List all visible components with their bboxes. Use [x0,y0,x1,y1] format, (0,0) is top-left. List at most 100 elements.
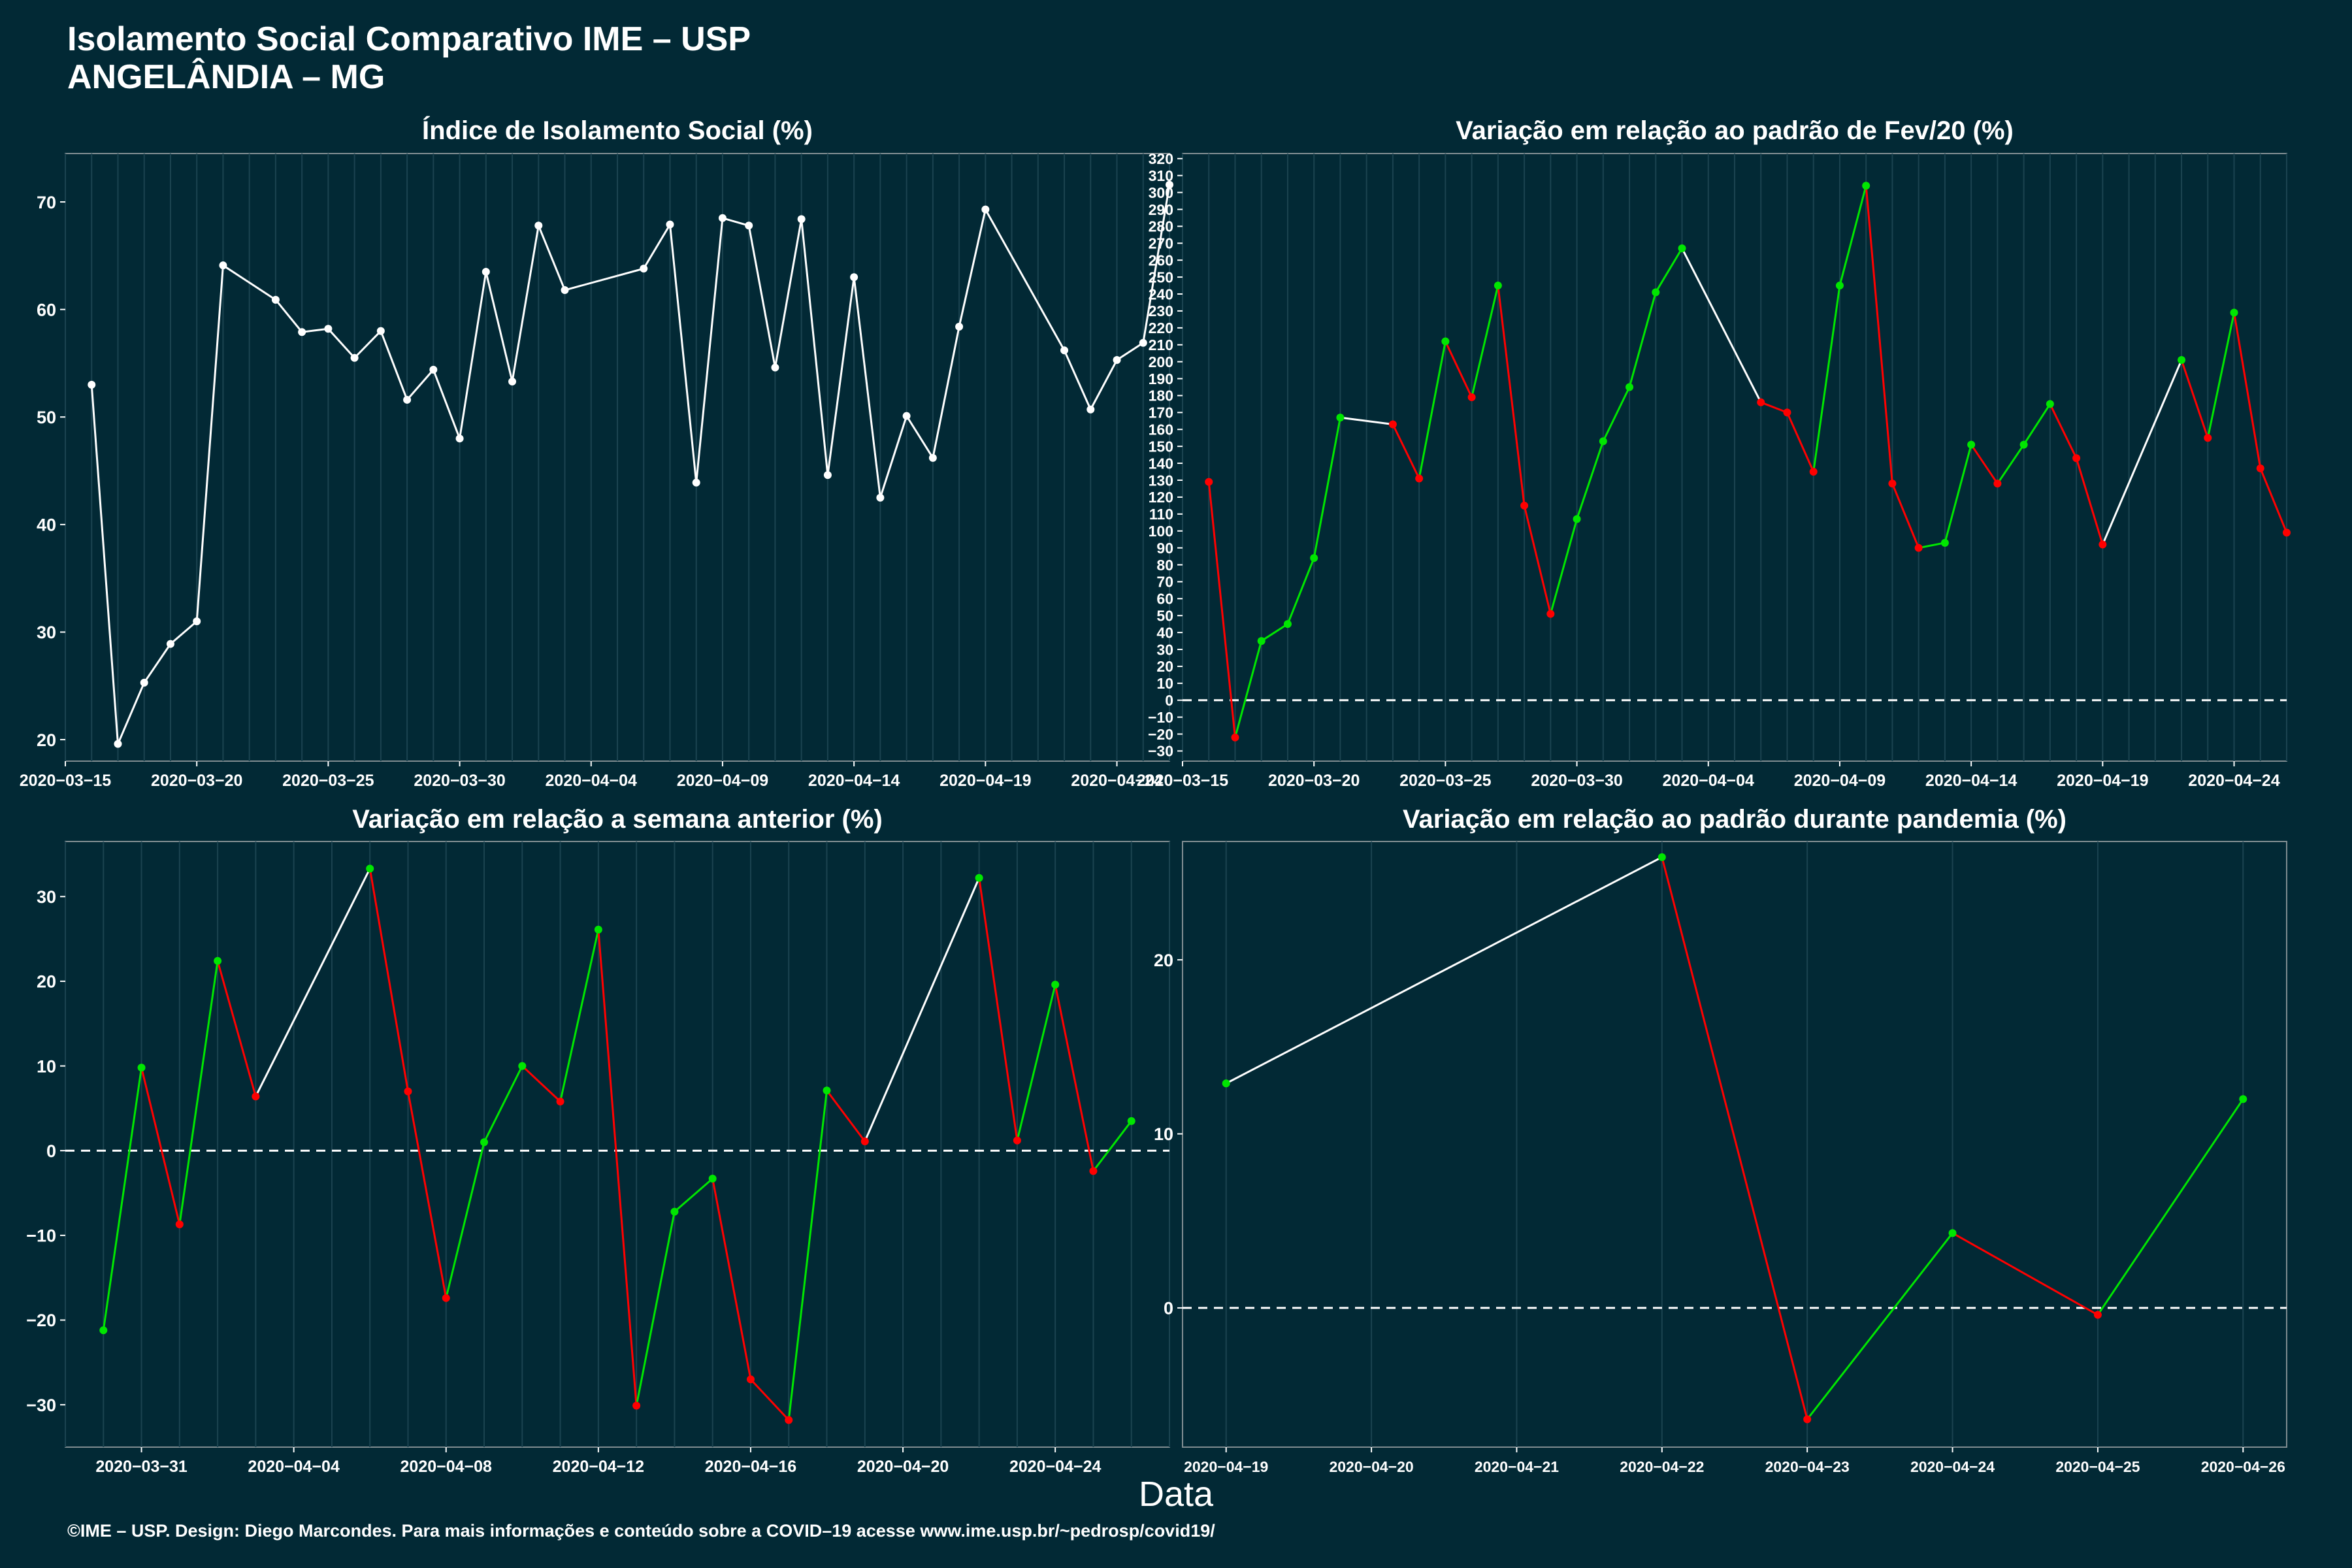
p2-point [1783,408,1791,417]
p1-segment [327,328,355,359]
p1-segment [747,225,776,368]
p2-segment [2259,468,2288,533]
p3-segment [216,960,257,1097]
p4-xtick-label: 2020−04−25 [2055,1458,2140,1475]
p2-ytick-label: −30 [1148,743,1173,760]
p2-segment [2023,403,2051,446]
p2-point [2019,440,2028,449]
p1-point [561,286,569,295]
p3-segment [597,929,638,1406]
p1-point [1166,180,1173,189]
p2-segment [1865,186,1893,484]
p1-point [429,365,438,374]
p3-point [518,1062,527,1070]
p1-ytick-label: 50 [37,408,56,427]
p3-segment [102,1067,143,1331]
p2-xtick-label: 2020−04−19 [2057,772,2148,790]
p3-point [366,864,374,873]
p3-panel [65,841,1170,1448]
p2-point [1546,610,1555,618]
p4-segment [1661,857,1808,1420]
panel2-title: Variação em relação ao padrão de Fev/20 … [1456,116,2014,145]
p2-segment [1786,412,1815,472]
p2-point [1809,468,1818,476]
p4-xtick-label: 2020−04−22 [1620,1458,1704,1475]
p2-point [1652,288,1660,297]
p2-ytick-label: 60 [1156,591,1173,608]
p3-xtick-label: 2020−04−12 [553,1458,644,1476]
p4-point [1803,1415,1812,1424]
p1-xtick-label: 2020−04−14 [808,772,900,790]
p1-segment [906,415,934,459]
p2-segment [2049,403,2078,459]
p2-ytick-label: 70 [1156,574,1173,591]
p1-segment [1116,342,1144,361]
p3-ytick-label: 20 [37,972,56,992]
p2-segment [1944,444,1972,544]
p1-point [850,273,858,282]
p2-ytick-label: 220 [1149,319,1173,336]
p1-segment [537,225,566,291]
p4-xtick-label: 2020−04−26 [2201,1458,2285,1475]
p3-segment [1054,984,1094,1171]
p1-segment [195,265,224,622]
p4-xtick-label: 2020−04−23 [1765,1458,1850,1475]
p2-ytick-label: 270 [1149,235,1173,252]
p2-point [1231,733,1239,742]
p3-segment [445,1141,485,1299]
p2-point [1310,554,1318,563]
p2-ytick-label: 150 [1149,438,1173,455]
p2-point [1888,480,1897,488]
p2-segment [1891,483,1920,549]
p3-point [214,956,222,965]
p2-ytick-label: 90 [1156,540,1173,557]
p4-ytick-label: 0 [1164,1299,1173,1318]
p3-segment [978,877,1019,1141]
p2-segment [1997,444,2025,484]
p1-ytick-label: 40 [37,515,56,535]
p2-point [1993,480,2002,488]
p2-segment [2206,312,2235,438]
p2-ytick-label: 310 [1149,167,1173,184]
p3-segment [1016,984,1056,1141]
p1-xtick-label: 2020−03−20 [151,772,242,790]
p3-point [480,1138,489,1147]
p3-point [975,874,983,882]
p1-point [271,295,280,304]
p1-segment [853,277,881,498]
p1-ytick-label: 30 [37,623,56,642]
p2-point [1914,544,1923,552]
p4-segment [1226,856,1663,1085]
p1-point [981,205,990,214]
p2-point [1257,637,1266,645]
p4-point [1948,1229,1957,1237]
p1-xtick-label: 2020−03−25 [282,772,374,790]
p4-xtick-label: 2020−04−24 [1910,1458,1995,1475]
p1-segment [90,384,119,744]
p3-segment [178,960,219,1225]
p1-point [640,265,648,273]
p3-xtick-label: 2020−04−20 [857,1458,949,1476]
p4-panel [1182,841,2287,1448]
p1-point [1113,356,1121,365]
p3-point [1127,1117,1135,1125]
p2-ytick-label: 50 [1156,607,1173,624]
p1-point [1139,338,1147,347]
panel3-title: Variação em relação a semana anterior (%… [352,805,883,834]
p1-xtick-label: 2020−04−19 [939,772,1031,790]
p2-ytick-label: 190 [1149,370,1173,387]
p3-segment [826,1090,866,1142]
p3-ytick-label: −10 [26,1226,56,1246]
p2-ytick-label: 210 [1149,336,1173,353]
p3-ytick-label: −30 [26,1396,56,1415]
p3-point [708,1175,717,1183]
p1-segment [301,327,329,333]
p1-segment [117,682,146,745]
p2-point [1388,420,1397,429]
p2-segment [1576,440,1605,520]
p1-segment [879,416,908,498]
p3-point [137,1064,146,1072]
p2-point [1520,501,1529,510]
p2-point [1573,515,1581,523]
